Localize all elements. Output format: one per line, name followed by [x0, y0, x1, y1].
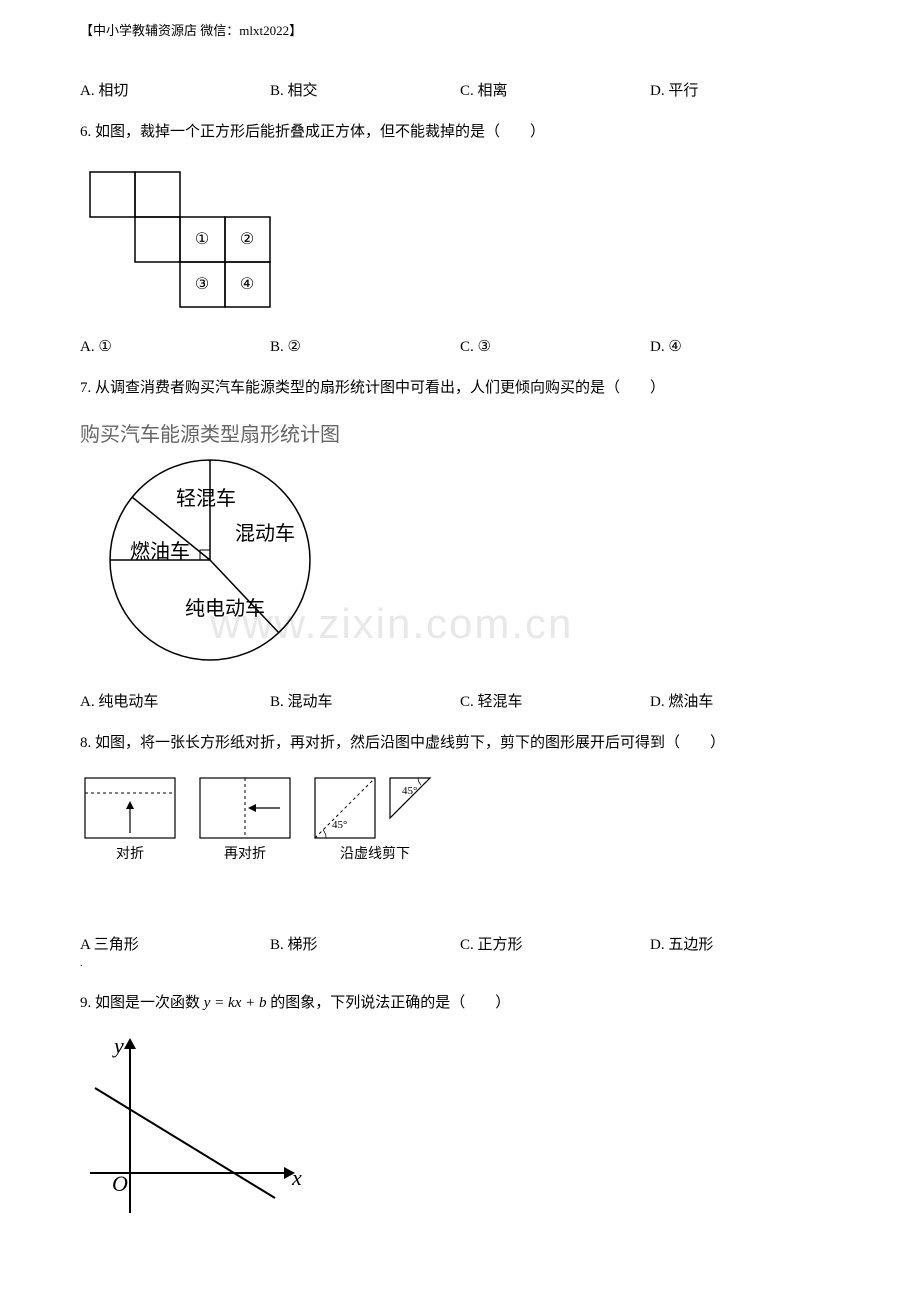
q7-opt-d: D. 燃油车: [650, 690, 840, 711]
pie-label-fuel: 燃油车: [130, 540, 190, 563]
q8-figure: 对折 再对折 45° 45° 沿虚线剪下: [80, 773, 840, 888]
q6-opt-b: B. ②: [270, 337, 460, 356]
q7-opt-a: A. 纯电动车: [80, 690, 270, 711]
q8-options: A 三角形. B. 梯形 C. 正方形 D. 五边形: [80, 933, 840, 971]
x-axis-label: x: [291, 1165, 302, 1190]
q5-opt-a: A. 相切: [80, 79, 270, 100]
q8-text: 8. 如图，将一张长方形纸对折，再对折，然后沿图中虚线剪下，剪下的图形展开后可得…: [80, 731, 840, 755]
fold-label-1: 对折: [116, 846, 144, 862]
q6-opt-c: C. ③: [460, 337, 650, 356]
q7-text: 7. 从调查消费者购买汽车能源类型的扇形统计图中可看出，人们更倾向购买的是（ ）: [80, 376, 840, 400]
q5-opt-d: D. 平行: [650, 79, 840, 100]
q6-opt-d: D. ④: [650, 337, 840, 356]
q6-text: 6. 如图，裁掉一个正方形后能折叠成正方体，但不能裁掉的是（ ）: [80, 120, 840, 144]
q7-opt-b: B. 混动车: [270, 690, 460, 711]
q6-options: A. ① B. ② C. ③ D. ④: [80, 337, 840, 356]
fold-label-3: 沿虚线剪下: [340, 846, 410, 862]
q7-options: A. 纯电动车 B. 混动车 C. 轻混车 D. 燃油车: [80, 690, 840, 711]
q7-pie-chart: 轻混车 混动车 燃油车 纯电动车: [80, 455, 840, 670]
angle-2: 45°: [402, 785, 417, 797]
pie-label-hybrid: 混动车: [235, 522, 295, 545]
pie-label-electric: 纯电动车: [185, 597, 265, 620]
q8-opt-c: C. 正方形: [460, 933, 650, 971]
q6-opt-a: A. ①: [80, 337, 270, 356]
origin-label: O: [112, 1171, 128, 1196]
header-note: 【中小学教辅资源店 微信：mlxt2022】: [80, 20, 840, 39]
cell-3-label: ③: [195, 276, 209, 293]
q6-figure: ① ② ③ ④: [80, 162, 840, 317]
cell-2-label: ②: [240, 231, 254, 248]
angle-1: 45°: [332, 819, 347, 831]
pie-label-light: 轻混车: [176, 487, 236, 510]
q8-opt-a: A 三角形.: [80, 933, 270, 971]
cell-4-label: ④: [240, 276, 254, 293]
q9-graph: y x O: [80, 1033, 840, 1238]
q5-opt-c: C. 相离: [460, 79, 650, 100]
q8-opt-b: B. 梯形: [270, 933, 460, 971]
q5-opt-b: B. 相交: [270, 79, 460, 100]
y-axis-label: y: [112, 1033, 124, 1058]
q9-text: 9. 如图是一次函数 y = kx + b 的图象，下列说法正确的是（ ）: [80, 991, 840, 1015]
q7-chart-title: 购买汽车能源类型扇形统计图: [80, 418, 840, 447]
q8-opt-d: D. 五边形: [650, 933, 840, 971]
q5-options: A. 相切 B. 相交 C. 相离 D. 平行: [80, 79, 840, 100]
q7-opt-c: C. 轻混车: [460, 690, 650, 711]
cell-1-label: ①: [195, 231, 209, 248]
fold-label-2: 再对折: [224, 846, 266, 862]
